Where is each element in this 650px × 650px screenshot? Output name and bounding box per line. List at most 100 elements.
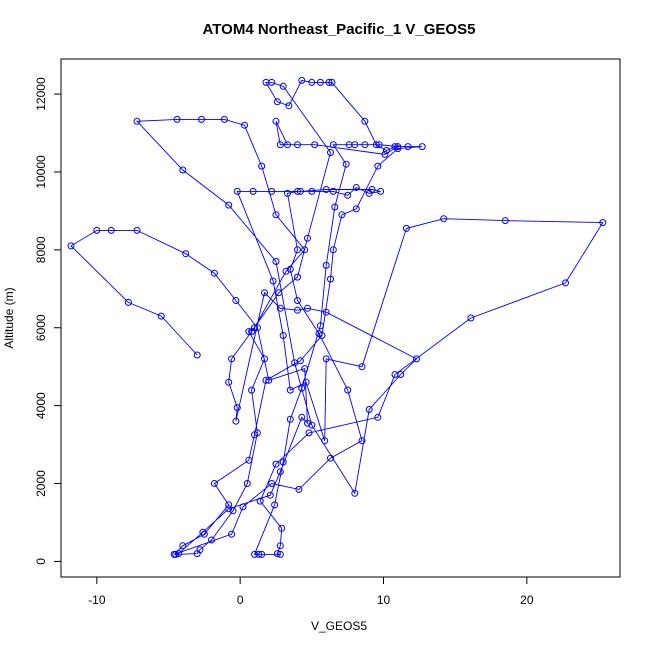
data-point: [391, 371, 399, 378]
y-tick-label: 4000: [34, 392, 48, 419]
data-point: [352, 205, 360, 213]
data-point: [210, 269, 218, 277]
data-point: [329, 187, 337, 195]
data-point: [286, 415, 294, 423]
data-point: [268, 187, 276, 195]
series-path: [70, 79, 604, 555]
data-point: [210, 480, 218, 487]
chart-title: ATOM4 Northeast_Pacific_1 V_GEOS5: [203, 21, 476, 38]
data-point: [251, 550, 258, 558]
data-point: [305, 429, 313, 437]
data-point: [372, 141, 380, 149]
data-point: [228, 530, 236, 538]
data-point: [225, 378, 233, 386]
data-point: [374, 413, 382, 421]
data-point: [258, 550, 266, 558]
data-point: [351, 141, 359, 149]
data-point: [93, 226, 101, 234]
data-point: [133, 117, 141, 125]
data-point: [327, 454, 334, 462]
data-point: [316, 322, 324, 330]
data-point: [467, 314, 475, 322]
data-point: [327, 275, 334, 283]
data-point: [329, 246, 337, 254]
data-point: [225, 201, 233, 209]
data-point: [381, 150, 389, 158]
data-point: [344, 386, 352, 394]
data-point: [302, 378, 310, 386]
data-point: [225, 505, 233, 513]
data-point: [233, 404, 241, 412]
data-point: [249, 187, 257, 195]
data-point: [107, 226, 115, 234]
data-point: [285, 102, 293, 110]
series-points: [67, 76, 607, 558]
data-point: [352, 184, 360, 191]
data-point: [599, 219, 607, 227]
data-point: [262, 78, 270, 86]
data-point: [272, 211, 280, 219]
data-point: [243, 480, 251, 487]
data-point: [374, 162, 382, 170]
data-point: [272, 460, 280, 468]
data-point: [294, 141, 301, 149]
data-point: [268, 480, 276, 487]
data-point: [304, 304, 311, 312]
data-point: [179, 166, 187, 174]
data-point: [124, 298, 132, 306]
data-point: [286, 386, 294, 394]
data-point: [321, 437, 329, 445]
data-point: [308, 421, 316, 429]
data-point: [304, 419, 311, 427]
data-point: [266, 491, 274, 499]
data-point: [255, 550, 263, 558]
data-point: [322, 308, 330, 316]
data-point: [296, 187, 304, 195]
y-axis: 0 2000 4000 6000 8000 10000 12000: [34, 77, 62, 565]
data-point: [329, 141, 337, 149]
data-point: [232, 297, 240, 304]
data-point: [229, 507, 237, 515]
data-point: [351, 489, 359, 497]
data-point: [228, 355, 236, 363]
data-point: [276, 550, 284, 558]
data-point: [361, 141, 369, 149]
data-point: [208, 536, 215, 544]
data-point: [361, 117, 369, 125]
data-point: [253, 324, 261, 332]
data-point: [394, 145, 402, 153]
data-point: [282, 267, 290, 275]
data-point: [239, 503, 247, 511]
data-point: [294, 187, 301, 195]
x-tick-label: -10: [88, 593, 106, 607]
data-point: [308, 187, 316, 195]
data-point: [173, 115, 181, 123]
data-point: [296, 357, 304, 365]
data-point: [258, 162, 266, 170]
series-line: [70, 79, 604, 555]
y-tick-label: 10000: [34, 155, 48, 189]
data-point: [278, 524, 286, 532]
x-tick-label: 0: [237, 593, 244, 607]
data-point: [245, 456, 253, 464]
data-point: [358, 363, 366, 371]
data-point: [331, 203, 339, 211]
data-point: [562, 279, 569, 287]
data-point: [301, 365, 309, 373]
data-point: [276, 542, 284, 550]
data-point: [377, 187, 385, 195]
data-point: [272, 258, 280, 265]
data-point: [198, 115, 205, 123]
data-point: [276, 468, 284, 476]
data-point: [245, 328, 253, 336]
data-point: [338, 211, 346, 219]
data-point: [182, 250, 190, 258]
data-point: [261, 355, 268, 363]
data-point: [262, 376, 270, 384]
data-point: [316, 78, 324, 86]
y-axis-label: Altitude (m): [2, 287, 16, 348]
data-point: [251, 431, 258, 439]
y-tick-label: 8000: [34, 236, 48, 263]
data-point: [284, 189, 291, 197]
